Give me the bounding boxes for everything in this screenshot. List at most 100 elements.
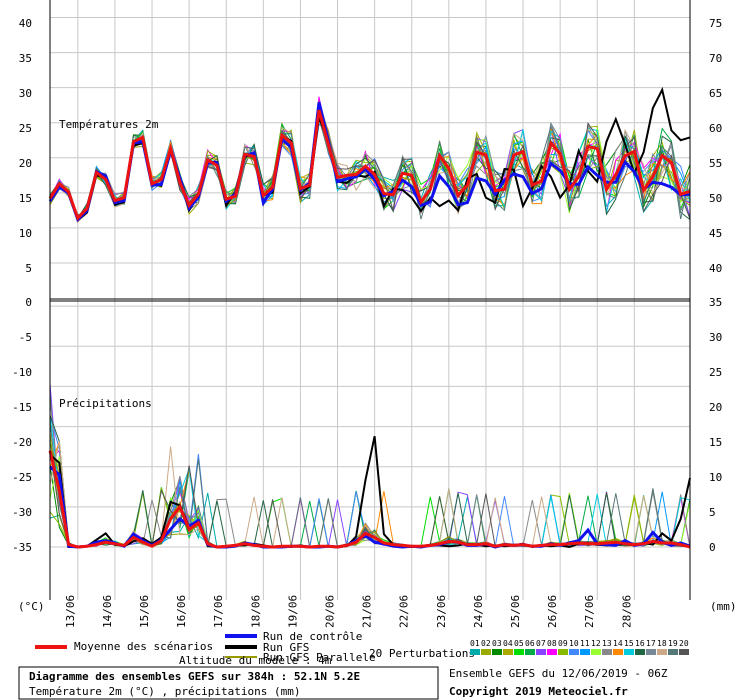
perturbation-swatch (470, 649, 480, 655)
perturbation-swatches: 01 02 03 04 05 06 07 08 09 10 11 12 13 14 15 16 17 18 19 20 (470, 639, 689, 655)
legend-altitude-label: Altitude du modèle : 4m (179, 654, 332, 667)
footer-box (18, 666, 439, 700)
perturbation-number: 19 (668, 639, 678, 648)
x-tick-label: 23/06 (435, 595, 448, 628)
x-tick-label: 24/06 (472, 595, 485, 628)
perturbation-swatch (580, 649, 590, 655)
y-tick-label: 50 (709, 192, 722, 205)
legend-control-swatch (225, 634, 257, 638)
y-tick-label: -25 (12, 471, 32, 484)
perturbation-swatch (668, 649, 678, 655)
perturbation-swatch (503, 649, 513, 655)
footer-subtitle: Température 2m (°C) , précipitations (mm… (29, 685, 301, 698)
perturbation-swatch (514, 649, 524, 655)
temp-panel-title: Températures 2m (59, 118, 159, 131)
y-tick-label: -20 (12, 436, 32, 449)
y-tick-label: 10 (19, 227, 32, 240)
legend-mean-label: Moyenne des scénarios (74, 640, 213, 653)
legend: Moyenne des scénarios Run de contrôle Ru… (35, 630, 689, 667)
x-tick-label: 25/06 (509, 595, 522, 628)
chart-axes (49, 0, 691, 600)
perturbation-swatch (492, 649, 502, 655)
x-tick-label: 14/06 (101, 595, 114, 628)
y-tick-label: 15 (19, 192, 32, 205)
perturbation-swatch (613, 649, 623, 655)
y-tick-label: 45 (709, 227, 722, 240)
perturbation-number: 06 (525, 639, 535, 648)
perturbation-number: 10 (569, 639, 579, 648)
legend-mean-swatch (35, 645, 67, 649)
x-tick-label: 15/06 (138, 595, 151, 628)
perturbation-number: 13 (602, 639, 612, 648)
legend-gfs-swatch (225, 645, 257, 649)
perturbation-number: 11 (580, 639, 590, 648)
x-tick-label: 26/06 (546, 595, 559, 628)
y-tick-label: 30 (709, 331, 722, 344)
perturbation-swatch (481, 649, 491, 655)
perturbation-number: 02 (481, 639, 491, 648)
y-tick-label: 70 (709, 52, 722, 65)
perturbation-lines (49, 96, 691, 548)
x-tick-label: 22/06 (398, 595, 411, 628)
y-tick-label: 20 (709, 401, 722, 414)
y-tick-label: 20 (19, 157, 32, 170)
precip-series-line (48, 450, 691, 549)
y-tick-label: 5 (709, 506, 716, 519)
y-tick-label: 35 (19, 52, 32, 65)
footer-copyright: Copyright 2019 Meteociel.fr (449, 685, 628, 698)
temp-series-line (48, 102, 691, 223)
x-tick-label: 17/06 (212, 595, 225, 628)
precip-panel-title: Précipitations (59, 397, 152, 410)
perturbation-number: 12 (591, 639, 601, 648)
x-axis-date-ticks: 13/06 14/06 15/06 16/06 17/06 18/06 19/06 20/06… (64, 595, 634, 628)
perturbation-swatch (635, 649, 645, 655)
y-tick-label: 5 (25, 262, 32, 275)
y-tick-label: 60 (709, 122, 722, 135)
perturbation-swatch (536, 649, 546, 655)
y-tick-label: 75 (709, 17, 722, 30)
legend-gfs-par-swatch (225, 656, 257, 658)
y-tick-label: 40 (19, 17, 32, 30)
left-axis-ticks: 40 35 30 25 20 15 10 5 0 -5 -10 -15 -20 -25 -30 -35 (12, 17, 32, 554)
perturbation-swatch (602, 649, 612, 655)
perturbation-number: 15 (624, 639, 634, 648)
y-tick-label: -30 (12, 506, 32, 519)
perturbation-number: 07 (536, 639, 546, 648)
perturbation-swatch (547, 649, 557, 655)
x-tick-label: 21/06 (361, 595, 374, 628)
perturbation-temp-line (49, 117, 691, 223)
y-tick-label: -5 (19, 331, 32, 344)
x-tick-label: 18/06 (249, 595, 262, 628)
perturbation-swatch (525, 649, 535, 655)
perturbation-number: 18 (657, 639, 667, 648)
perturbation-swatch (569, 649, 579, 655)
y-tick-label: 35 (709, 296, 722, 309)
perturbation-number: 09 (558, 639, 568, 648)
y-tick-label: 65 (709, 87, 722, 100)
y-tick-label: 40 (709, 262, 722, 275)
y-tick-label: 30 (19, 87, 32, 100)
y-tick-label: -15 (12, 401, 32, 414)
y-tick-label: 25 (709, 366, 722, 379)
perturbation-swatch (679, 649, 689, 655)
y-tick-label: 10 (709, 471, 722, 484)
perturbation-swatch (558, 649, 568, 655)
temp-unit-label: (°C) (18, 600, 45, 613)
perturbation-number: 20 (679, 639, 689, 648)
x-tick-label: 28/06 (620, 595, 633, 628)
perturbation-number: 08 (547, 639, 557, 648)
footer-ensemble-run: Ensemble GEFS du 12/06/2019 - 06Z (449, 667, 668, 680)
y-tick-label: 15 (709, 436, 722, 449)
legend-control-label: Run de contrôle (263, 630, 362, 643)
perturbation-swatch (591, 649, 601, 655)
perturbation-number: 16 (635, 639, 645, 648)
temp-series-line (48, 109, 691, 221)
y-tick-label: -35 (12, 541, 32, 554)
y-tick-label: 25 (19, 122, 32, 135)
perturbation-precip-line (49, 398, 691, 548)
y-tick-label: 0 (709, 541, 716, 554)
legend-gfs-label: Run GFS (263, 641, 309, 654)
main-series-lines (48, 86, 691, 549)
